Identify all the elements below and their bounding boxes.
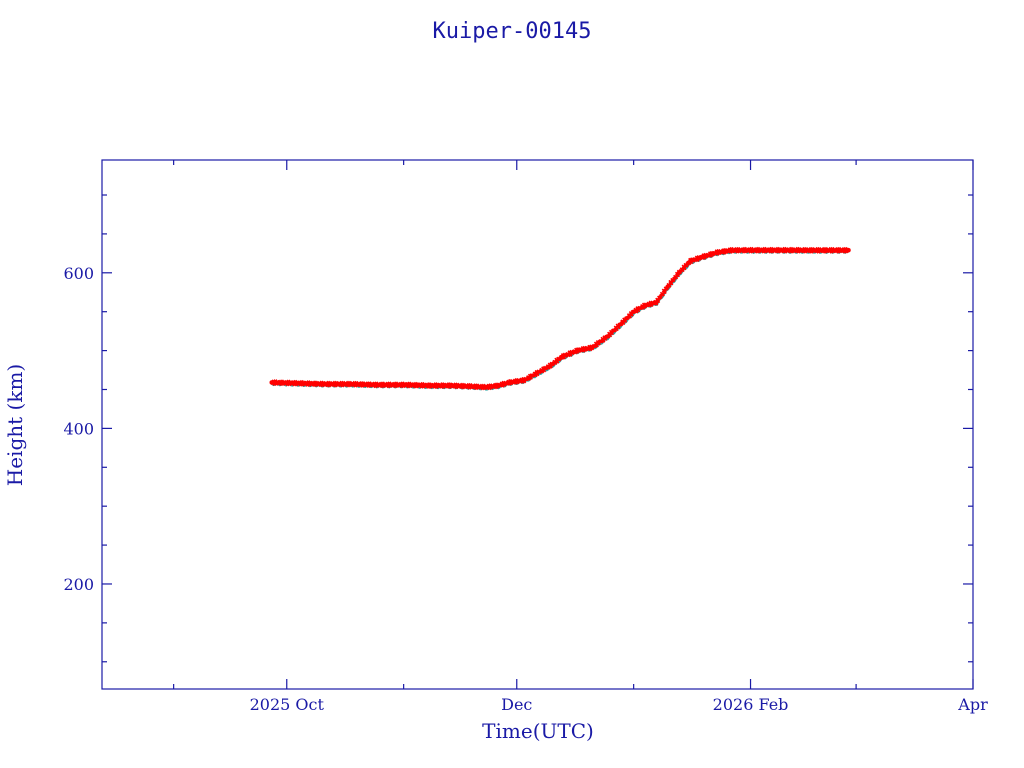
series-secondary-trace xyxy=(271,250,850,391)
data-point xyxy=(533,371,538,377)
data-point xyxy=(559,354,565,360)
data-point xyxy=(450,383,455,388)
data-point xyxy=(846,248,851,253)
data-point xyxy=(714,250,719,255)
data-point xyxy=(348,381,354,387)
data-point xyxy=(574,348,580,353)
data-point xyxy=(322,381,327,387)
data-point xyxy=(676,270,682,275)
data-point xyxy=(495,383,501,388)
x-axis: 2025 Oct Dec 2026 Feb Apr xyxy=(173,160,988,714)
data-point xyxy=(548,363,553,368)
data-point xyxy=(269,380,274,385)
y-tick-label: 400 xyxy=(63,419,94,438)
data-point xyxy=(507,380,512,385)
data-point xyxy=(631,309,636,314)
data-point xyxy=(642,303,648,308)
data-point xyxy=(654,300,659,305)
x-axis-label: Time(UTC) xyxy=(482,719,594,743)
data-point xyxy=(688,258,693,264)
x-tick-label: Apr xyxy=(957,695,988,714)
data-point xyxy=(401,382,406,388)
y-tick-label: 200 xyxy=(63,575,94,594)
data-point xyxy=(699,255,704,260)
plot-frame xyxy=(101,159,974,690)
data-point xyxy=(797,248,802,253)
y-tick-label: 600 xyxy=(63,264,94,283)
data-point xyxy=(522,377,527,383)
data-point xyxy=(729,248,734,253)
y-axis-label: Height (km) xyxy=(3,364,27,486)
series-height xyxy=(269,246,851,391)
data-point xyxy=(605,334,610,339)
data-point xyxy=(427,383,433,388)
data-point xyxy=(823,248,829,253)
data-point xyxy=(665,284,670,289)
data-point xyxy=(589,345,595,350)
data-point xyxy=(375,382,380,388)
data-point xyxy=(484,384,489,390)
data-point xyxy=(620,320,625,325)
data-point xyxy=(748,248,753,253)
x-tick-label: Dec xyxy=(501,695,532,714)
y-axis: 200 400 600 xyxy=(63,194,973,663)
data-point xyxy=(770,248,776,253)
x-tick-label: 2025 Oct xyxy=(250,695,325,714)
data-point xyxy=(469,384,474,389)
x-tick-label: 2026 Feb xyxy=(713,695,789,714)
chart-title: Kuiper-00145 xyxy=(433,19,592,44)
series-primary-markers xyxy=(269,246,851,391)
data-point xyxy=(295,381,301,386)
